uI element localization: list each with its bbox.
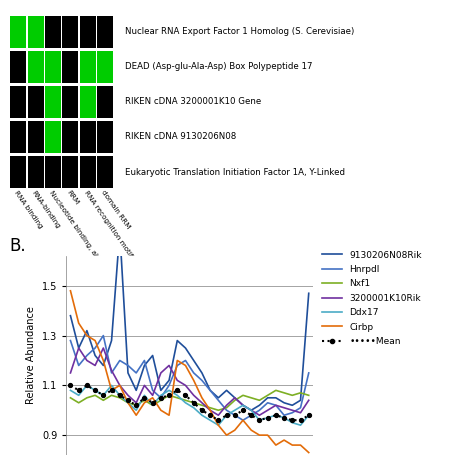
Text: Nuclear RNA Export Factor 1 Homolog (S. Cerevisiae): Nuclear RNA Export Factor 1 Homolog (S. … [126,27,355,36]
Bar [62,51,78,83]
Bar [80,86,96,118]
Bar [62,16,78,48]
Legend: 9130206N08Rik, Hnrpdl, Nxf1, 3200001K10Rik, Ddx17, Cirbp, •••••Mean: 9130206N08Rik, Hnrpdl, Nxf1, 3200001K10R… [322,251,422,346]
Bar [45,86,61,118]
Bar [10,16,26,48]
Bar [45,51,61,83]
Bar [80,16,96,48]
Bar [27,16,44,48]
Bar [10,51,26,83]
Text: RRM: RRM [65,190,80,206]
Bar [97,86,113,118]
Text: Nucleotide binding, alpha-beta plait: Nucleotide binding, alpha-beta plait [48,190,128,299]
Bar [27,51,44,83]
Text: RNA recognition motif, RNP-1: RNA recognition motif, RNP-1 [83,190,148,280]
Bar [10,156,26,188]
Y-axis label: Relative Abundance: Relative Abundance [27,307,36,404]
Text: RNA-binding: RNA-binding [31,190,61,230]
Bar [27,156,44,188]
Bar [97,156,113,188]
Bar [80,121,96,153]
Bar [80,156,96,188]
Bar [27,86,44,118]
Bar [45,156,61,188]
Text: DEAD (Asp-glu-Ala-Asp) Box Polypeptide 17: DEAD (Asp-glu-Ala-Asp) Box Polypeptide 1… [126,63,313,71]
Bar [80,51,96,83]
Text: B.: B. [9,237,26,255]
Bar [45,16,61,48]
Bar [62,86,78,118]
Bar [62,121,78,153]
Text: domain RRM: domain RRM [100,190,131,230]
Bar [27,121,44,153]
Bar [45,121,61,153]
Bar [10,121,26,153]
Bar [10,86,26,118]
Bar [62,156,78,188]
Bar [97,51,113,83]
Text: RIKEN cDNA 3200001K10 Gene: RIKEN cDNA 3200001K10 Gene [126,98,262,106]
Text: RIKEN cDNA 9130206N08: RIKEN cDNA 9130206N08 [126,133,237,141]
Text: Eukaryotic Translation Initiation Factor 1A, Y-Linked: Eukaryotic Translation Initiation Factor… [126,168,346,176]
Text: RNA binding: RNA binding [13,190,44,229]
Bar [97,16,113,48]
Bar [97,121,113,153]
